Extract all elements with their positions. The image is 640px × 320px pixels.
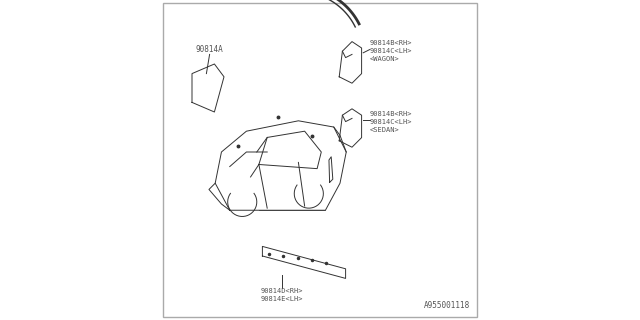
Text: A955001118: A955001118	[424, 301, 470, 310]
Text: 90814A: 90814A	[196, 45, 223, 54]
Text: 90814D<RH>
90814E<LH>: 90814D<RH> 90814E<LH>	[260, 288, 303, 302]
Text: 90814B<RH>
90814C<LH>
<SEDAN>: 90814B<RH> 90814C<LH> <SEDAN>	[370, 111, 412, 132]
Text: 90814B<RH>
90814C<LH>
<WAGON>: 90814B<RH> 90814C<LH> <WAGON>	[370, 40, 412, 62]
